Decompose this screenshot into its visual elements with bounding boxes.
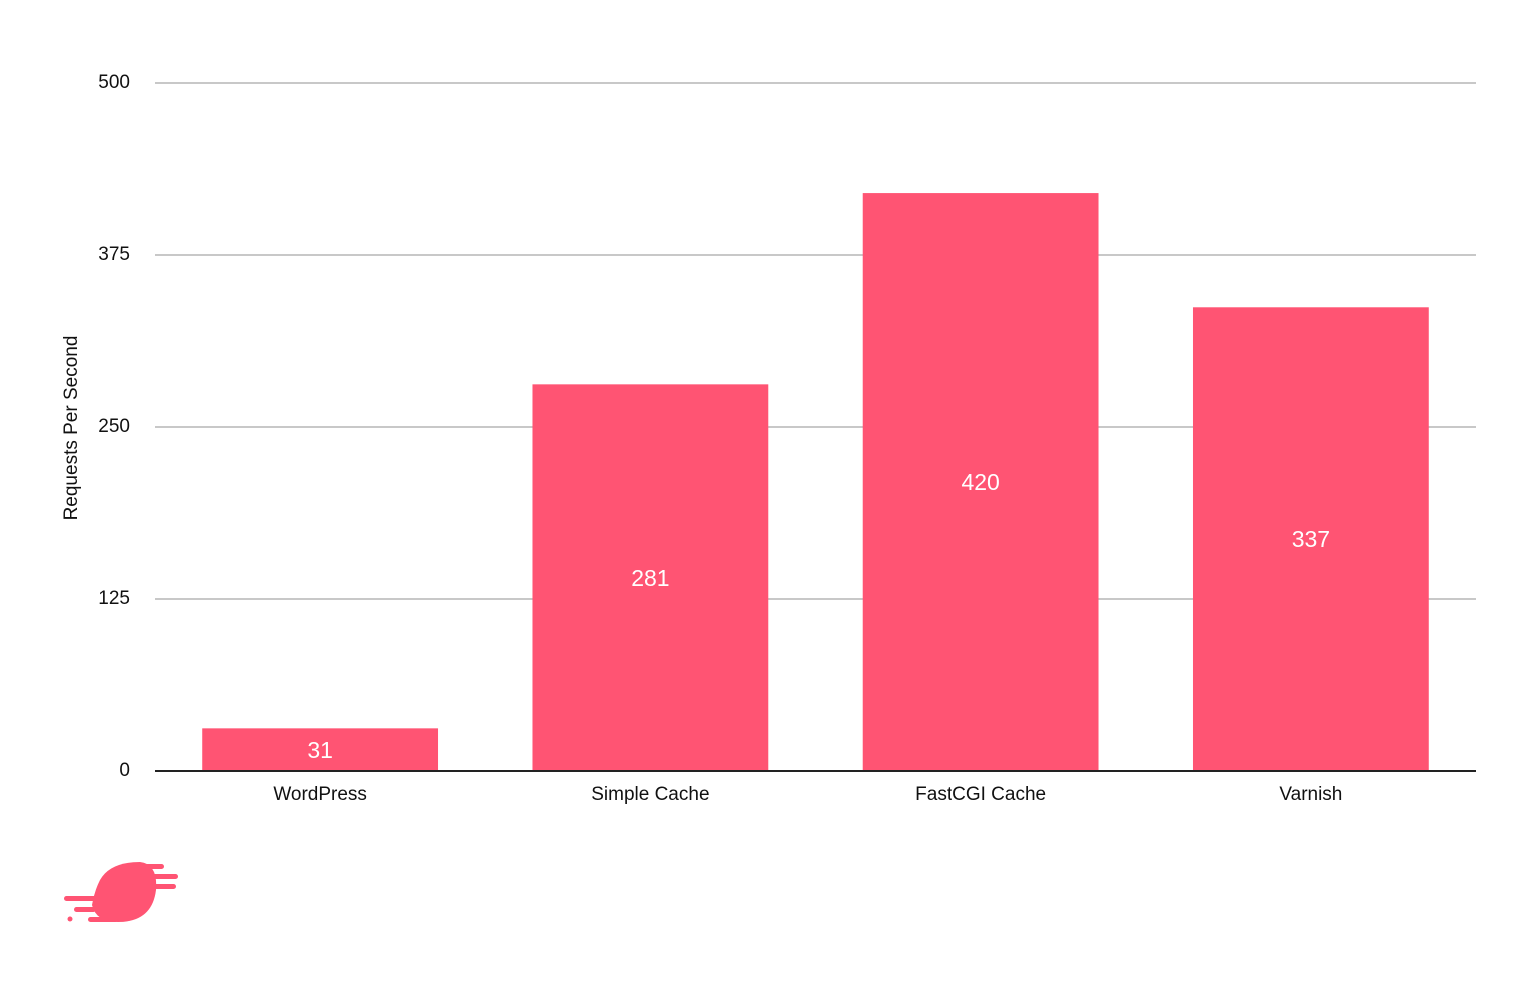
bar: [1192, 307, 1429, 771]
value-label: 420: [961, 469, 999, 495]
x-tick-label: WordPress: [273, 784, 367, 805]
value-label: 31: [307, 737, 333, 763]
y-tick-label: 375: [98, 244, 130, 265]
y-tick-label: 250: [98, 416, 130, 437]
y-tick-label: 125: [98, 588, 130, 609]
bar: [862, 193, 1099, 771]
logo: [64, 862, 178, 922]
y-tick-label: 0: [119, 760, 130, 781]
bar: [202, 728, 439, 771]
value-label: 337: [1292, 526, 1330, 552]
y-tick-label: 500: [98, 72, 130, 93]
x-tick-label: Varnish: [1279, 784, 1342, 805]
value-label: 281: [631, 565, 669, 591]
x-tick-label: FastCGI Cache: [915, 784, 1046, 805]
y-axis-title: Requests Per Second: [61, 336, 82, 521]
x-tick-label: Simple Cache: [591, 784, 709, 805]
bar: [532, 384, 769, 771]
